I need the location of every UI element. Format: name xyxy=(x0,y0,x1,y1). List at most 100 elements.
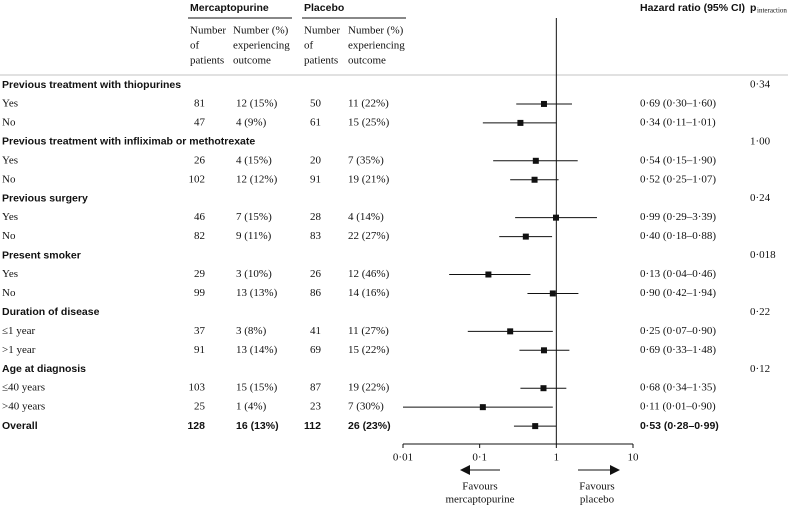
favours-left: mercaptopurine xyxy=(445,494,514,506)
column-header: patients xyxy=(304,55,338,67)
treatment-events: 4 (9%) xyxy=(236,116,267,128)
control-events: 22 (27%) xyxy=(348,230,390,242)
treatment-n: 46 xyxy=(194,211,206,223)
x-tick-label: 1 xyxy=(554,452,560,464)
treatment-events: 7 (15%) xyxy=(236,211,272,223)
hr-marker xyxy=(479,404,486,411)
treatment-events: 15 (15%) xyxy=(236,382,278,394)
treatment-n: 91 xyxy=(194,344,205,356)
treatment-events: 3 (8%) xyxy=(236,325,267,337)
row-label: Overall xyxy=(2,420,38,432)
column-header: Number xyxy=(190,25,226,37)
arrow-head xyxy=(460,465,470,475)
control-n: 83 xyxy=(310,230,322,242)
group-label: Duration of disease xyxy=(2,306,100,318)
group-label: Present smoker xyxy=(2,249,81,261)
p-interaction: 1·00 xyxy=(750,135,771,147)
effect-header: Hazard ratio (95% CI) xyxy=(640,2,745,14)
treatment-n: 26 xyxy=(194,154,206,166)
hr-label: 0·69 (0·33–1·48) xyxy=(640,344,716,356)
x-tick-label: 10 xyxy=(628,452,640,464)
p-interaction: 0·12 xyxy=(750,363,770,375)
hr-label: 0·11 (0·01–0·90) xyxy=(640,401,716,413)
control-events: 19 (22%) xyxy=(348,382,390,394)
column-header: Number xyxy=(304,25,340,37)
column-header: outcome xyxy=(348,55,386,67)
control-n: 91 xyxy=(310,173,321,185)
hr-label: 0·40 (0·18–0·88) xyxy=(640,230,716,242)
treatment-events: 3 (10%) xyxy=(236,268,272,280)
treatment-n: 128 xyxy=(187,420,205,432)
control-n: 28 xyxy=(310,211,322,223)
control-n: 61 xyxy=(310,116,321,128)
control-events: 11 (22%) xyxy=(348,97,389,109)
row-label: Yes xyxy=(2,268,18,280)
treatment-events: 13 (13%) xyxy=(236,287,278,299)
treatment-n: 81 xyxy=(194,97,205,109)
row-label: ≤1 year xyxy=(2,325,36,337)
x-tick-label: 0·01 xyxy=(393,452,413,464)
favours-left: Favours xyxy=(462,481,497,493)
hr-marker xyxy=(522,233,529,240)
treatment-n: 82 xyxy=(194,230,205,242)
x-tick-label: 0·1 xyxy=(472,452,487,464)
hr-marker xyxy=(517,119,524,126)
control-n: 112 xyxy=(304,420,321,432)
hr-marker xyxy=(540,100,547,107)
treatment-events: 12 (15%) xyxy=(236,97,278,109)
control-events: 14 (16%) xyxy=(348,287,390,299)
row-label: No xyxy=(2,230,16,242)
group-label: Previous treatment with infliximab or me… xyxy=(2,136,255,148)
row-label: >40 years xyxy=(2,401,45,413)
hr-marker xyxy=(540,385,547,392)
control-events: 7 (35%) xyxy=(348,154,384,166)
treatment-n: 102 xyxy=(189,173,206,185)
treatment-n: 47 xyxy=(194,116,206,128)
p-interaction: 0·018 xyxy=(750,249,776,261)
control-events: 12 (46%) xyxy=(348,268,390,280)
treatment-events: 16 (13%) xyxy=(236,420,279,432)
treatment-n: 37 xyxy=(194,325,206,337)
p-interaction: 0·24 xyxy=(750,192,771,204)
favours-right: Favours xyxy=(579,481,614,493)
control-events: 7 (30%) xyxy=(348,401,384,413)
column-header: patients xyxy=(190,55,224,67)
row-label: ≤40 years xyxy=(2,382,45,394)
treatment-events: 4 (15%) xyxy=(236,154,272,166)
group-label: Previous treatment with thiopurines xyxy=(2,79,181,91)
treatment-n: 25 xyxy=(194,401,206,413)
hr-label: 0·99 (0·29–3·39) xyxy=(640,211,716,223)
arrow-head xyxy=(610,465,620,475)
treatment-header: Mercaptopurine xyxy=(190,2,269,14)
p-header: p xyxy=(750,2,756,14)
column-header: Number (%) xyxy=(233,25,289,37)
group-label: Previous surgery xyxy=(2,192,88,204)
control-n: 23 xyxy=(310,401,322,413)
favours-right: placebo xyxy=(580,494,615,506)
hr-label: 0·34 (0·11–1·01) xyxy=(640,116,716,128)
treatment-events: 12 (12%) xyxy=(236,173,278,185)
treatment-events: 9 (11%) xyxy=(236,230,272,242)
control-n: 20 xyxy=(310,154,322,166)
p-interaction: 0·22 xyxy=(750,306,770,318)
control-n: 50 xyxy=(310,97,322,109)
column-header: of xyxy=(190,40,200,52)
control-n: 26 xyxy=(310,268,322,280)
p-interaction: 0·34 xyxy=(750,79,771,91)
row-label: No xyxy=(2,116,16,128)
control-events: 11 (27%) xyxy=(348,325,389,337)
row-label: Yes xyxy=(2,97,18,109)
control-n: 86 xyxy=(310,287,322,299)
column-header: experiencing xyxy=(233,40,290,52)
column-header: outcome xyxy=(233,55,271,67)
row-label: >1 year xyxy=(2,344,36,356)
control-n: 69 xyxy=(310,344,322,356)
control-n: 87 xyxy=(310,382,322,394)
treatment-events: 1 (4%) xyxy=(236,401,267,413)
treatment-n: 103 xyxy=(189,382,206,394)
hr-marker xyxy=(532,157,539,164)
group-label: Age at diagnosis xyxy=(2,363,86,375)
hr-label: 0·90 (0·42–1·94) xyxy=(640,287,716,299)
hr-label: 0·53 (0·28–0·99) xyxy=(640,420,719,432)
